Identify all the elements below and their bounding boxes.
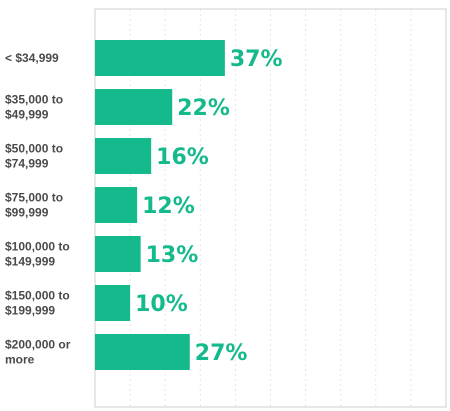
bar xyxy=(95,138,152,174)
value-label: 27% xyxy=(195,341,248,366)
bar xyxy=(95,187,138,223)
category-label: $200,000 or xyxy=(5,338,71,352)
value-label: 16% xyxy=(156,145,209,170)
bar xyxy=(95,285,131,321)
category-label: $149,999 xyxy=(5,255,55,269)
category-label: $100,000 to xyxy=(5,240,70,254)
category-label: $50,000 to xyxy=(5,142,63,156)
category-labels: < $34,999 $35,000 to$49,999 $50,000 to$74,… xyxy=(5,51,71,367)
value-label: 37% xyxy=(230,47,283,72)
category-label: $35,000 to xyxy=(5,93,63,107)
category-label: $75,000 to xyxy=(5,191,63,205)
value-label: 12% xyxy=(142,194,195,219)
bar xyxy=(95,236,141,272)
value-label: 10% xyxy=(135,292,188,317)
bar xyxy=(95,334,190,370)
category-label: $49,999 xyxy=(5,108,49,122)
value-labels: 37%22% 16% 12% 13% 10% 27% xyxy=(135,47,282,366)
value-label: 13% xyxy=(146,243,199,268)
category-label: $199,999 xyxy=(5,304,55,318)
category-label: $99,999 xyxy=(5,206,49,220)
value-label: 22% xyxy=(177,96,230,121)
category-label: more xyxy=(5,353,35,367)
bar xyxy=(95,40,225,76)
category-label: $74,999 xyxy=(5,157,49,171)
category-label: $150,000 to xyxy=(5,289,70,303)
bars xyxy=(95,40,225,370)
bar xyxy=(95,89,173,125)
category-label: < $34,999 xyxy=(5,51,59,65)
